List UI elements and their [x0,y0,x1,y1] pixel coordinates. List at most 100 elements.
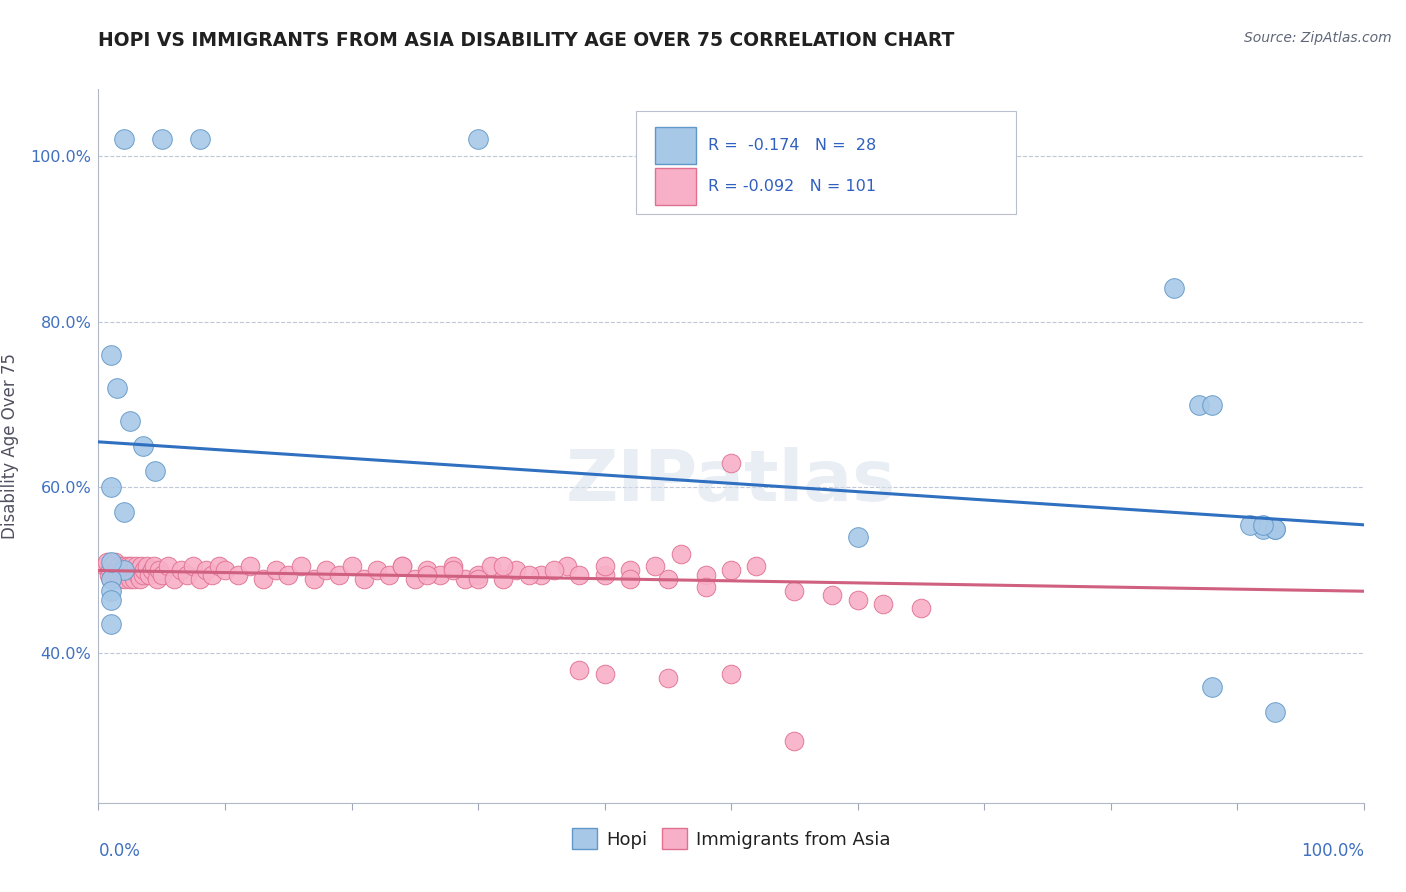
Point [720,456,742,470]
Point [141,564,163,578]
Point [107,559,129,574]
Point [105,564,128,578]
Point [169,564,191,578]
Point [128,564,150,578]
Point [695,580,717,594]
Point [1251,517,1274,532]
Point [391,559,413,574]
Point [530,567,553,582]
Point [107,567,129,582]
Point [821,588,844,602]
Point [657,671,679,685]
FancyBboxPatch shape [655,168,696,205]
Point [1201,397,1223,411]
Text: R = -0.092   N = 101: R = -0.092 N = 101 [709,178,876,194]
Point [101,559,124,574]
Point [479,559,502,574]
Point [107,381,129,395]
Point [100,348,122,362]
Point [100,592,122,607]
Point [555,559,578,574]
Point [120,572,141,586]
Point [132,564,155,578]
Point [783,733,806,747]
Point [1264,705,1286,719]
Point [543,564,565,578]
Point [194,564,218,578]
Point [720,667,742,681]
FancyBboxPatch shape [636,111,1015,214]
Point [143,559,166,574]
Point [441,559,464,574]
Point [226,567,249,582]
Point [104,555,127,569]
Point [120,559,142,574]
Point [122,572,145,586]
Point [100,572,122,586]
Point [353,572,375,586]
Point [100,555,122,569]
Point [110,564,132,578]
Point [132,567,155,582]
Point [100,617,122,632]
Point [467,132,489,146]
Point [201,567,224,582]
Point [176,567,198,582]
Point [315,564,337,578]
Point [117,559,139,574]
Point [441,564,464,578]
Point [112,505,135,519]
Point [505,564,527,578]
Point [100,481,122,495]
Point [93,559,117,574]
Point [1239,517,1261,532]
Point [163,572,186,586]
Point [872,597,894,611]
Point [644,559,666,574]
Point [98,564,121,578]
Point [1251,522,1274,536]
Point [112,564,135,578]
Point [517,567,540,582]
Point [111,567,134,582]
Point [328,567,350,582]
Point [125,559,148,574]
Point [208,559,231,574]
Point [910,600,932,615]
Point [429,567,451,582]
Point [467,572,489,586]
Point [264,564,287,578]
FancyBboxPatch shape [655,127,696,164]
Text: 100.0%: 100.0% [1301,842,1364,860]
Point [138,567,160,582]
Point [112,132,135,146]
Point [340,559,363,574]
Point [150,132,173,146]
Point [619,572,641,586]
Text: 0.0%: 0.0% [98,842,141,860]
Text: ZIPatlas: ZIPatlas [567,447,896,516]
Point [1264,522,1286,536]
Point [121,564,143,578]
Point [846,592,869,607]
Point [720,564,742,578]
Point [302,572,325,586]
Point [416,564,439,578]
Text: R =  -0.174   N =  28: R = -0.174 N = 28 [709,138,876,153]
Point [127,567,149,582]
Point [148,564,170,578]
Point [100,584,122,599]
Point [783,584,806,599]
Point [454,572,477,586]
Point [657,572,679,586]
Point [120,414,141,428]
Point [132,439,155,453]
Point [114,572,136,586]
Point [108,572,131,586]
Point [619,564,641,578]
Point [115,564,138,578]
Point [492,572,515,586]
Point [568,567,591,582]
Point [1163,281,1185,295]
Legend: Hopi, Immigrants from Asia: Hopi, Immigrants from Asia [567,822,896,855]
